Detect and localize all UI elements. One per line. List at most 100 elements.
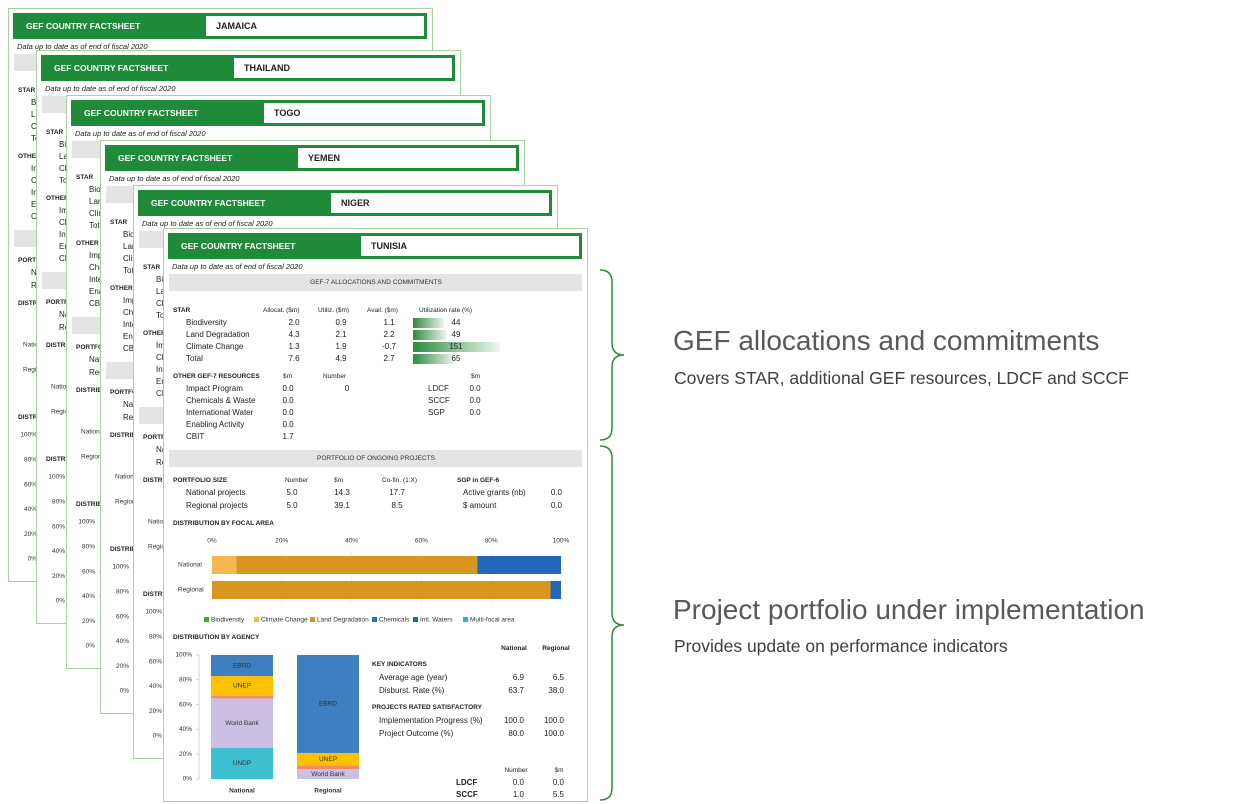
y-tick-label: 60% [82,568,95,575]
section-band [169,450,582,467]
cell: 2.0 [288,318,300,327]
section-label: PROJECTS RATED SATISFACTORY [372,704,482,711]
cell: 6.9 [512,673,524,682]
bar-segment [212,556,237,574]
cell: 4.9 [335,354,347,363]
y-tick-label: 80% [24,457,37,464]
country-name: NIGER [341,198,370,208]
cell: 0.0 [550,501,562,510]
row-label: Enabling Activity [186,420,245,429]
y-tick-label: 80% [82,544,95,551]
header: GEF COUNTRY FACTSHEET JAMAICA [13,13,427,39]
y-tick-label: 40% [52,548,65,555]
cell: 8.5 [391,501,403,510]
cell: 0.0 [282,384,294,393]
date-note: Data up to date as of end of fiscal 2020 [172,262,303,271]
x-tick-label: 60% [415,538,428,545]
cell: 0.0 [550,488,562,497]
x-tick-label: 20% [275,538,288,545]
y-tick-label: 0% [120,688,130,695]
date-note: Data up to date as of end of fiscal 2020 [17,42,148,51]
column-header: Allocat. ($m) [263,307,300,314]
row-label: International Water [186,408,254,417]
row-label: CBIT [186,432,205,441]
bar-segment [477,556,561,574]
column-header: Utilization rate (%) [419,307,473,314]
y-tick-label: 0% [28,556,38,563]
y-tick-label: 60% [149,658,162,665]
header: GEF COUNTRY FACTSHEET NIGER [138,190,552,216]
cell: 63.7 [508,686,524,695]
row-label: CBIT [123,344,141,354]
y-tick-label: 100% [48,474,65,481]
header-label-bg [171,236,361,256]
cell: 14.3 [334,488,350,497]
row-label: Regional projects [186,501,248,510]
legend-swatch [310,617,315,622]
segment-label: UNDP [233,760,251,767]
segment-label: UNEP [319,756,337,763]
brace [599,269,625,441]
bar-segment [211,695,273,699]
header-label-bg [16,16,206,36]
cell: 1.1 [383,318,395,327]
row-label: Implementation Progress (%) [379,716,483,725]
cell: 5.5 [552,790,564,799]
cell: 0 [344,384,350,393]
column-header: $m [334,477,344,484]
country-name: TUNISIA [371,241,407,251]
column-header: National [501,645,527,652]
section-title: PORTFOLIO OF ONGOING PROJECTS [317,455,435,462]
cell: 0.0 [469,408,481,417]
header-label: GEF COUNTRY FACTSHEET [151,198,266,208]
callout-subtitle: Provides update on performance indicator… [674,636,1008,656]
bar-segment [297,752,359,766]
x-tick-label: 40% [345,538,358,545]
category-label: Regional [81,454,107,461]
y-tick-label: 40% [82,593,95,600]
rate-label: 151 [449,342,463,351]
y-tick-label: 60% [52,523,65,530]
country-name: YEMEN [308,153,341,163]
segment-label: EBRD [233,662,251,669]
rate-bar [413,318,444,328]
header-label-bg [108,148,298,168]
row-label: Land Degradation [186,330,250,339]
y-tick-label: 60% [179,701,192,708]
cell: 5.0 [286,488,298,497]
row-label: Active grants (nb) [463,488,526,497]
row-label: Chemicals & Waste [186,396,256,405]
header-label: GEF COUNTRY FACTSHEET [84,108,199,118]
column-header: Avail. ($m) [367,307,398,314]
column-header: SGP in GEF-6 [457,477,500,484]
bar-segment [550,581,561,599]
cell: 2.2 [383,330,395,339]
cell: 39.1 [334,501,350,510]
legend-swatch [204,617,209,622]
header: GEF COUNTRY FACTSHEET YEMEN [105,145,519,171]
y-tick-label: 0% [183,776,193,783]
y-tick-label: 100% [20,432,37,439]
chart-title: DISTRIBUTION BY AGENCY [173,634,260,641]
y-tick-label: 80% [52,499,65,506]
cell: 0.0 [552,778,564,787]
y-tick-label: 0% [56,598,66,605]
header-label-bg [141,193,331,213]
row-label: Impact Program [186,384,243,393]
header-label: GEF COUNTRY FACTSHEET [26,21,141,31]
y-tick-label: 100% [78,519,95,526]
country-name: TOGO [274,108,301,118]
cell: 0.0 [469,384,481,393]
legend-label: Biodiversity [211,617,245,624]
section-band [169,274,582,291]
legend-label: Climate Change [261,617,308,624]
rate-bar [413,330,447,340]
y-tick-label: 20% [149,708,162,715]
y-tick-label: 20% [116,663,129,670]
rate-bar [413,354,455,364]
cell: 2.1 [335,330,347,339]
column-header: STAR [46,129,64,136]
legend-swatch [254,617,259,622]
header-label-bg [74,103,264,123]
